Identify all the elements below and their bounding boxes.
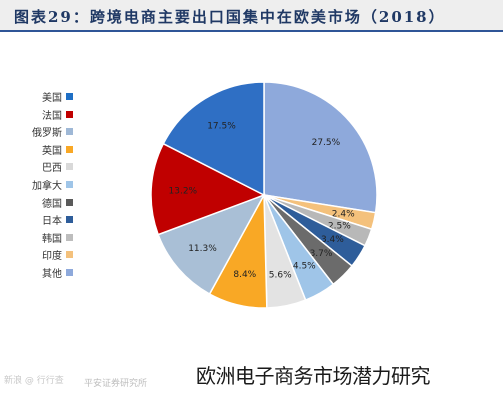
legend-label: 英国 [42, 145, 62, 157]
legend-swatch [66, 145, 73, 153]
legend-swatch [66, 93, 73, 100]
legend-item: 印度 [26, 246, 78, 264]
pie-data-label: 2.5% [328, 222, 351, 232]
legend-item: 俄罗斯 [26, 123, 78, 141]
legend-label: 日本 [42, 216, 62, 228]
chart-title: 图表29：跨境电商主要出口国集中在欧美市场（2018） [14, 8, 446, 26]
legend-item: 英国 [26, 141, 78, 159]
pie-data-label: 13.2% [169, 186, 198, 196]
legend-item: 日本 [26, 211, 78, 229]
pie-data-label: 11.3% [188, 244, 217, 254]
image-caption: 欧洲电子商务市场潜力研究 [192, 360, 500, 394]
legend-label: 其他 [42, 268, 62, 280]
legend-label: 俄罗斯 [32, 128, 62, 140]
legend-swatch [66, 216, 73, 224]
pie-data-label: 5.6% [269, 271, 292, 281]
legend-label: 德国 [42, 198, 62, 210]
legend-swatch [66, 251, 73, 259]
legend-item: 美国 [26, 88, 78, 106]
legend-item: 韩国 [26, 229, 78, 247]
pie-data-label: 27.5% [312, 138, 341, 148]
legend-swatch [66, 180, 73, 188]
legend-swatch [66, 128, 73, 136]
pie-data-label: 4.5% [293, 262, 316, 272]
legend-item: 法国 [26, 106, 78, 124]
pie-data-label: 3.7% [310, 249, 333, 259]
pie-slice [162, 81, 265, 197]
legend-item: 加拿大 [26, 176, 78, 194]
legend-swatch [66, 198, 73, 206]
pie-slice [263, 81, 378, 214]
pie-slice [150, 142, 266, 236]
legend-label: 美国 [42, 93, 62, 104]
pie-data-label: 2.4% [332, 210, 355, 220]
chart-header: 图表29：跨境电商主要出口国集中在欧美市场（2018） [0, 0, 503, 32]
legend-label: 巴西 [42, 163, 62, 175]
legend-label: 韩国 [42, 233, 62, 245]
watermark-source: 平安证券研究所 [84, 379, 148, 389]
legend-swatch [66, 110, 73, 118]
legend-item: 巴西 [26, 158, 78, 176]
pie-data-label: 8.4% [233, 270, 256, 280]
legend-label: 印度 [42, 251, 62, 263]
pie-slice [157, 193, 266, 296]
legend-item: 其他 [26, 264, 78, 282]
legend-label: 法国 [42, 110, 62, 122]
pie-data-label: 17.5% [207, 122, 236, 132]
legend-item: 德国 [26, 194, 78, 212]
pie-data-label: 3.4% [321, 235, 344, 245]
legend-swatch [66, 233, 73, 241]
legend-swatch [66, 163, 73, 171]
legend-label: 加拿大 [32, 180, 62, 192]
watermark-logo: 新浪 @ 行行查 [4, 376, 64, 386]
chart-legend: 美国法国俄罗斯英国巴西加拿大德国日本韩国印度其他 [26, 88, 78, 282]
legend-swatch [66, 268, 73, 276]
